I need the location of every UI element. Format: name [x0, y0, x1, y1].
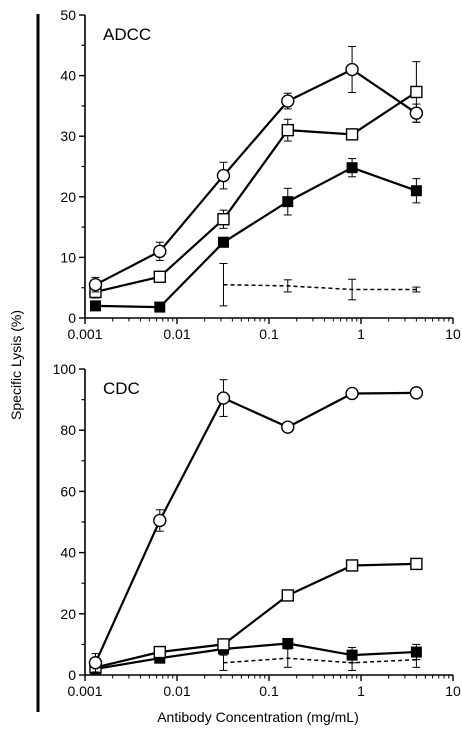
data-point	[88, 277, 103, 292]
data-point	[282, 196, 294, 208]
series	[89, 557, 423, 674]
series	[88, 379, 424, 673]
series	[89, 158, 422, 313]
y-tick-label: 60	[60, 483, 76, 499]
y-tick-label: 0	[68, 667, 76, 683]
y-tick-label: 40	[60, 545, 76, 561]
adcc-chart: 0 10 20 30 40 50 0.001 0.01 0.1 1 10 ADCC	[60, 7, 461, 342]
data-point	[409, 106, 424, 120]
data-point	[345, 128, 359, 141]
data-point	[281, 123, 294, 137]
y-tick-label: 30	[60, 128, 76, 144]
y-axis-title: Specific Lysis (%)	[8, 310, 24, 420]
series	[89, 61, 423, 299]
data-point	[345, 62, 359, 77]
panel-title: ADCC	[103, 25, 151, 44]
data-point	[153, 645, 166, 659]
x-tick-label: 0.1	[259, 326, 279, 342]
data-point	[216, 168, 231, 183]
y-tick-label: 20	[60, 189, 76, 205]
y-tick-label: 40	[60, 68, 76, 84]
x-tick-label: 0.01	[163, 326, 190, 342]
x-tick-label: 0.001	[67, 326, 102, 342]
y-tick-label: 0	[68, 310, 76, 326]
series-line	[94, 391, 417, 664]
x-tick-label: 10	[445, 683, 461, 699]
data-point	[282, 637, 294, 649]
data-point	[217, 236, 229, 248]
series-line	[223, 657, 417, 664]
data-point	[154, 301, 166, 313]
data-point	[346, 162, 358, 174]
panel-title: CDC	[103, 379, 140, 398]
x-tick-label: 1	[357, 326, 365, 342]
data-point	[410, 185, 422, 197]
series	[219, 262, 421, 307]
data-point	[281, 589, 294, 602]
y-tick-label: 80	[60, 422, 76, 438]
data-point	[88, 656, 103, 670]
y-tick-label: 50	[60, 7, 76, 23]
data-point	[153, 270, 166, 283]
series-line	[95, 562, 417, 669]
series-line	[223, 283, 417, 291]
series-line	[95, 642, 417, 670]
y-tick-label: 10	[60, 249, 76, 265]
data-point	[281, 420, 295, 434]
data-point	[409, 386, 424, 400]
x-tick-label: 0.01	[163, 683, 190, 699]
data-point	[346, 649, 358, 661]
x-tick-label: 0.001	[67, 683, 102, 699]
data-point	[410, 85, 423, 99]
series-line	[95, 166, 417, 309]
data-point	[153, 513, 167, 528]
data-point	[410, 557, 423, 571]
series	[88, 46, 424, 293]
data-point	[345, 386, 359, 401]
y-tick-label: 20	[60, 606, 76, 622]
series-line	[94, 68, 418, 286]
data-point	[217, 213, 230, 226]
y-tick-label: 100	[53, 361, 77, 377]
data-point	[281, 94, 295, 108]
x-tick-label: 1	[357, 683, 365, 699]
data-point	[153, 244, 167, 259]
series-line	[95, 91, 418, 293]
x-tick-label: 0.1	[259, 683, 279, 699]
data-point	[89, 300, 101, 312]
data-point	[216, 391, 231, 405]
x-tick-label: 10	[445, 326, 461, 342]
data-point	[410, 646, 422, 658]
data-point	[345, 559, 359, 572]
cdc-chart: 0 20 40 60 80 100 0.001 0.01 0.1 1 10 CDC	[53, 361, 461, 699]
data-point	[217, 638, 230, 651]
x-axis-title: Antibody Concentration (mg/mL)	[157, 709, 359, 725]
